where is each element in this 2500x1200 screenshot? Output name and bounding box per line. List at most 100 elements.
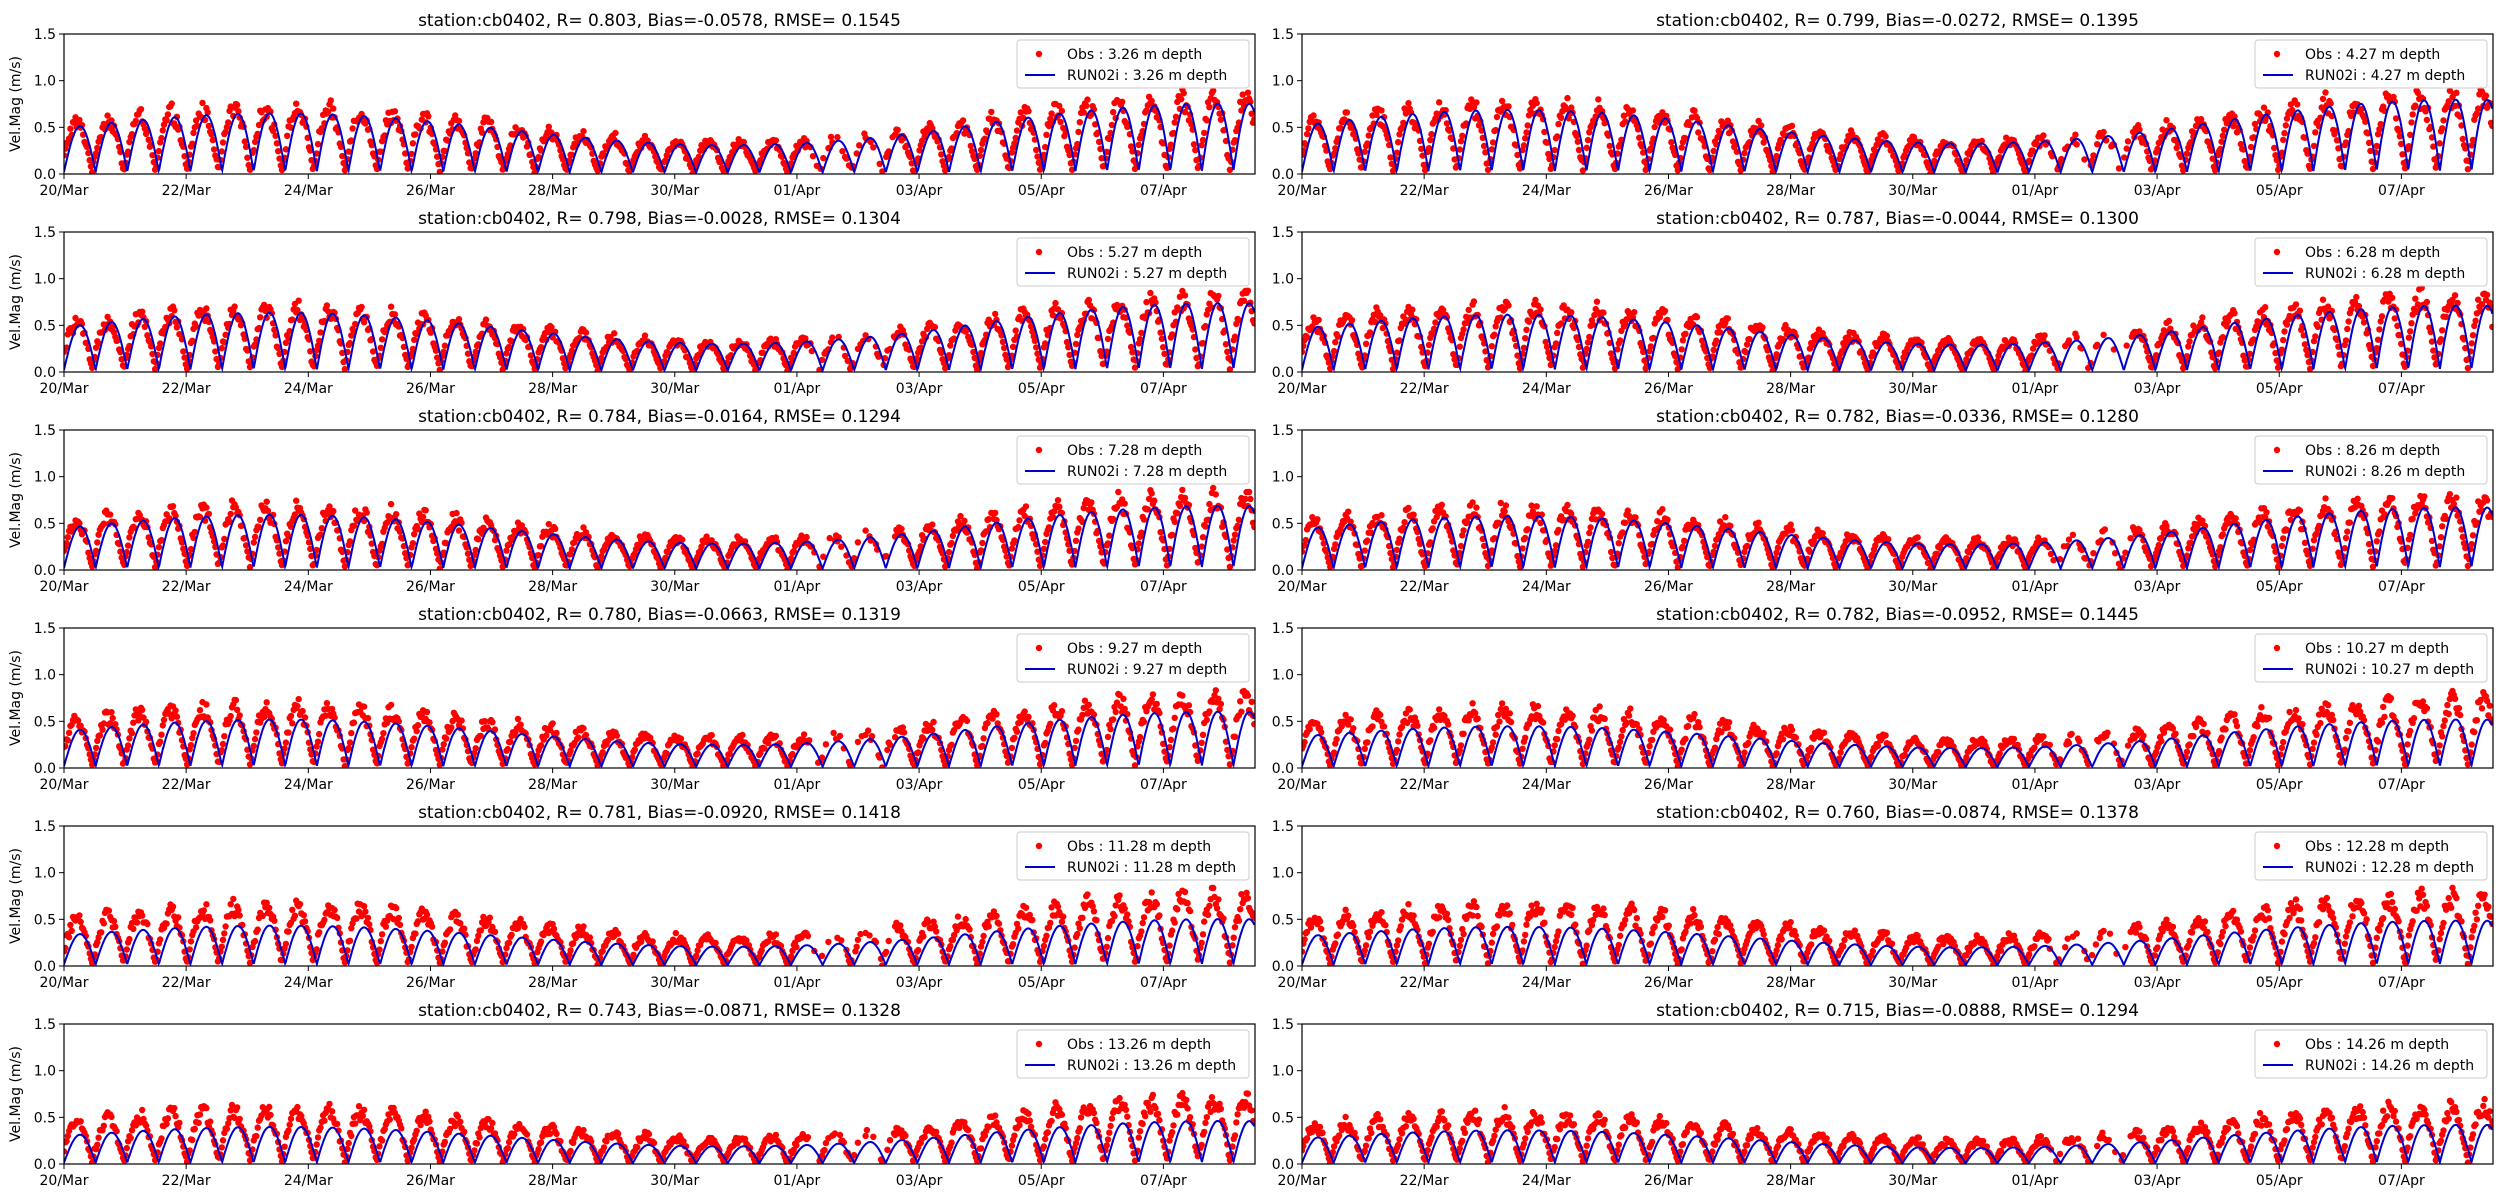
obs-point	[916, 147, 923, 154]
obs-point	[2353, 293, 2360, 301]
obs-point	[1395, 139, 1402, 146]
obs-point	[1650, 334, 1657, 342]
obs-point	[255, 524, 263, 531]
obs-point	[1695, 129, 1702, 136]
obs-point	[945, 153, 953, 161]
x-tick-label: 22/Mar	[162, 579, 211, 595]
obs-point	[1042, 340, 1049, 347]
obs-point	[1033, 146, 1040, 154]
obs-point	[251, 138, 259, 146]
obs-point	[2058, 155, 2065, 163]
obs-point	[1552, 340, 1560, 347]
obs-point	[183, 365, 191, 372]
obs-point	[317, 329, 324, 336]
obs-point	[436, 168, 443, 174]
obs-point	[455, 527, 463, 534]
obs-point	[2333, 137, 2341, 144]
obs-point	[843, 155, 850, 162]
obs-point	[1088, 499, 1095, 506]
obs-point	[1056, 102, 1063, 110]
obs-point	[1699, 337, 1706, 344]
obs-point	[834, 134, 841, 141]
obs-point	[350, 522, 358, 529]
obs-point	[124, 542, 132, 549]
obs-point	[85, 149, 92, 157]
obs-point	[295, 297, 302, 304]
obs-point	[898, 525, 905, 533]
obs-point	[598, 354, 605, 362]
obs-point	[1537, 306, 1544, 313]
axes-frame	[63, 33, 1256, 175]
obs-point	[1522, 335, 1529, 342]
obs-point	[1140, 516, 1148, 523]
obs-point	[1805, 154, 1812, 161]
obs-point	[2464, 364, 2472, 372]
obs-point	[1131, 364, 1139, 371]
obs-point	[219, 139, 227, 146]
obs-point	[251, 341, 259, 348]
obs-point	[1364, 140, 1371, 147]
obs-point	[139, 308, 146, 315]
obs-point	[1418, 145, 1425, 152]
obs-point	[64, 540, 70, 547]
obs-point	[1110, 108, 1117, 116]
obs-point	[1034, 153, 1041, 160]
obs-point	[192, 117, 200, 124]
obs-point	[1171, 119, 1178, 126]
obs-point	[264, 507, 272, 514]
obs-point	[894, 126, 901, 134]
obs-point	[1011, 537, 1018, 544]
obs-point	[948, 145, 955, 152]
legend-model-label: RUN02i : 7.28 m depth	[1067, 464, 1227, 480]
obs-point	[2439, 125, 2446, 132]
obs-point	[2331, 326, 2338, 334]
obs-point	[2423, 298, 2431, 306]
obs-point	[1179, 486, 1186, 494]
obs-point	[2154, 145, 2161, 153]
obs-point	[1438, 501, 1446, 508]
obs-point	[1409, 306, 1416, 313]
obs-point	[921, 133, 928, 141]
obs-point	[124, 148, 132, 155]
obs-point	[1244, 89, 1252, 96]
obs-point	[2304, 150, 2311, 157]
obs-point	[2362, 118, 2369, 125]
obs-point	[284, 132, 291, 139]
obs-point	[2399, 151, 2406, 158]
obs-point	[1016, 517, 1023, 524]
obs-point	[662, 157, 669, 164]
obs-point	[1759, 324, 1766, 331]
obs-point	[250, 539, 257, 546]
obs-point	[1034, 350, 1041, 357]
obs-point	[164, 111, 172, 118]
obs-point	[330, 105, 337, 112]
obs-point	[1226, 366, 1234, 372]
obs-point	[945, 548, 953, 556]
obs-point	[368, 540, 375, 547]
obs-point	[580, 128, 587, 135]
obs-point	[537, 542, 545, 550]
obs-point	[1068, 166, 1076, 173]
obs-point	[141, 323, 148, 330]
obs-point	[1198, 142, 1205, 149]
obs-point	[1066, 151, 1073, 159]
obs-point	[2156, 138, 2164, 146]
obs-point	[455, 117, 463, 125]
obs-point	[440, 348, 447, 356]
obs-point	[988, 108, 995, 116]
obs-point	[1176, 502, 1184, 509]
obs-point	[1302, 348, 1306, 355]
obs-point	[453, 509, 460, 517]
obs-point	[1065, 344, 1072, 351]
obs-point	[387, 500, 395, 508]
obs-point	[1563, 105, 1570, 113]
obs-point	[326, 503, 333, 510]
legend-model-label: RUN02i : 3.26 m depth	[1067, 68, 1227, 84]
y-axis-label: Vel.Mag (m/s)	[8, 254, 24, 350]
obs-point	[2453, 89, 2460, 97]
obs-point	[1355, 150, 1362, 157]
obs-point	[1586, 529, 1593, 537]
obs-point	[974, 366, 981, 372]
obs-point	[1769, 168, 1776, 174]
obs-series	[64, 484, 1255, 570]
